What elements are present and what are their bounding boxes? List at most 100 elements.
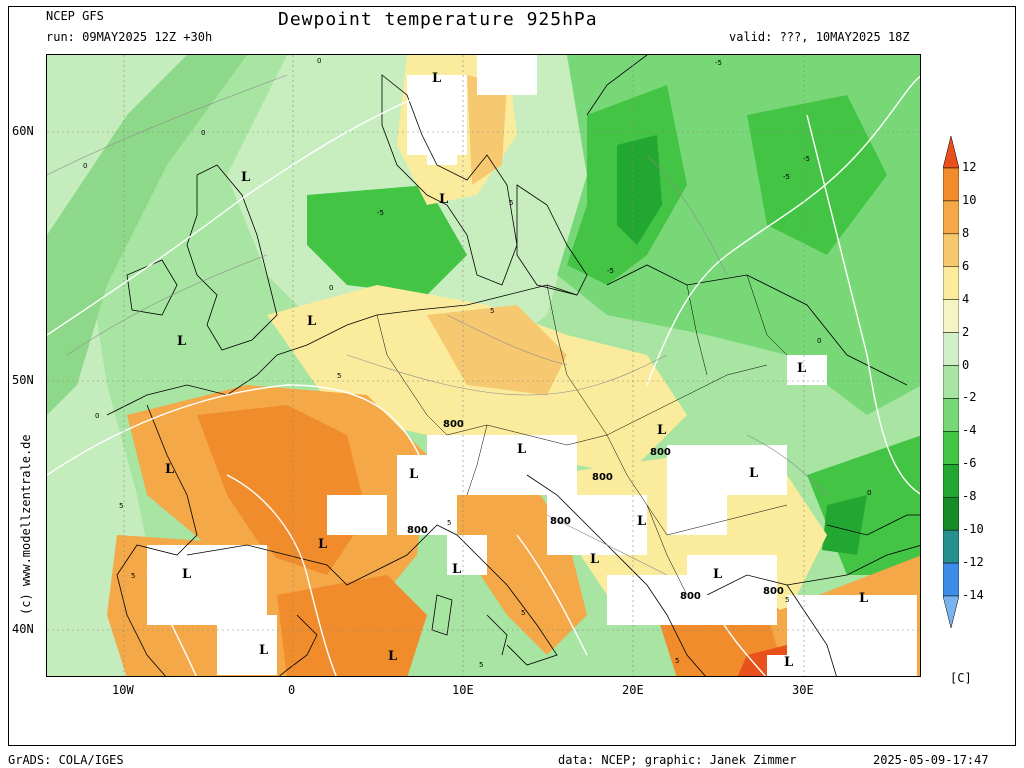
contour-label: -5: [377, 209, 384, 217]
low-label: L: [590, 552, 599, 567]
model-name: NCEP GFS: [46, 9, 104, 23]
low-label: L: [452, 562, 461, 577]
field-central-orange: [427, 305, 567, 395]
field-med-west: [277, 575, 427, 676]
height-label: 800: [443, 419, 464, 430]
footer-middle: data: NCEP; graphic: Janek Zimmer: [558, 753, 797, 767]
colorbar-tick-label: 2: [962, 324, 970, 339]
contour-label: 0: [95, 412, 99, 420]
colorbar-segment: [943, 365, 959, 399]
colorbar-tick-label: 4: [962, 291, 970, 306]
contour-label: 5: [490, 307, 494, 315]
map-title: Dewpoint temperature 925hPa: [278, 9, 598, 30]
figure-frame: [8, 6, 1016, 746]
colorbar-tick-label: 8: [962, 225, 970, 240]
height-labels: 800 800 800 800 800 800 800: [407, 419, 784, 602]
height-label: 800: [680, 591, 701, 602]
colorbar-tick-label: -10: [962, 522, 984, 537]
colorbar-segment: [943, 200, 959, 235]
contour-label: 5: [509, 199, 513, 207]
low-label: L: [177, 334, 186, 349]
height-label: 800: [650, 447, 671, 458]
colorbar: [943, 136, 959, 628]
contour-label: -5: [715, 59, 722, 67]
colorbar-segment: [943, 266, 959, 300]
colorbar-unit: [C]: [950, 671, 972, 685]
borders: [376, 274, 788, 596]
low-label: L: [439, 192, 448, 207]
field-atlantic-band: [47, 55, 247, 415]
colorbar-segment: [943, 299, 959, 333]
colorbar-segment: [943, 233, 959, 268]
colorbar-top-arrow: [943, 136, 959, 169]
low-label: L: [784, 655, 793, 670]
footer-left: GrADS: COLA/IGES: [8, 753, 124, 767]
colorbar-tick-label: -12: [962, 555, 984, 570]
contour-label: 5: [521, 609, 525, 617]
lon-label-10e: 10E: [452, 683, 474, 697]
colorbar-tick-label: 10: [962, 192, 977, 207]
footer-right: 2025-05-09-17:47: [873, 753, 989, 767]
run-info: run: 09MAY2025 12Z +30h: [46, 30, 213, 44]
low-label: L: [409, 467, 418, 482]
low-label: L: [797, 361, 806, 376]
contour-label: -5: [607, 267, 614, 275]
low-label: L: [182, 567, 191, 582]
colorbar-tick-label: 6: [962, 258, 970, 273]
height-label: 800: [592, 472, 613, 483]
contour-label: -5: [803, 155, 810, 163]
colorbar-tick-label: -4: [962, 423, 977, 438]
contour-label: 5: [447, 519, 451, 527]
lon-label-20e: 20E: [622, 683, 644, 697]
contour-label: 5: [337, 372, 341, 380]
low-label: L: [241, 170, 250, 185]
colorbar-tick-label: -2: [962, 390, 977, 405]
lon-label-30e: 30E: [792, 683, 814, 697]
contour-label: 0: [83, 162, 87, 170]
low-label: L: [859, 591, 868, 606]
colorbar-tick-label: 12: [962, 160, 977, 174]
colorbar-tick-label: 0: [962, 357, 970, 372]
low-label: L: [637, 514, 646, 529]
low-labels: L L L L L L L L L L L L L L L L L L L L …: [165, 71, 868, 670]
grid-lines: [47, 55, 920, 676]
colorbar-segment: [943, 167, 959, 202]
height-label: 800: [550, 516, 571, 527]
colorbar-segment: [943, 398, 959, 432]
colorbar-tick-label: -14: [962, 588, 984, 602]
height-label: 800: [763, 586, 784, 597]
colorbar-tick-label: -6: [962, 456, 977, 471]
contour-label: 0: [201, 129, 205, 137]
low-label: L: [749, 466, 758, 481]
contour-label: 0: [817, 337, 821, 345]
colorbar-tick-label: -8: [962, 489, 977, 504]
field-france-core: [197, 405, 367, 575]
grey-contours: [47, 74, 828, 576]
colorbar-segment: [943, 562, 959, 597]
lat-label-50n: 50N: [12, 373, 34, 387]
colorbar-segment: [943, 529, 959, 564]
field-uk-green: [307, 185, 467, 295]
low-label: L: [713, 567, 722, 582]
low-label: L: [388, 649, 397, 664]
lat-label-40n: 40N: [12, 622, 34, 636]
colorbar-segment: [943, 431, 959, 465]
contour-label: 5: [785, 596, 789, 604]
low-label: L: [307, 314, 316, 329]
colorbar-segment: [943, 332, 959, 366]
contour-label: 0: [317, 57, 321, 65]
lon-label-0: 0: [288, 683, 296, 697]
field-e-core: [822, 495, 867, 555]
height-label: 800: [407, 525, 428, 536]
colorbar-segment: [943, 464, 959, 498]
contour-labels: -5 -5 -5 -5 -5 0 0 0 0 0 0 0 5 5 5 5 5 5…: [83, 57, 871, 669]
lat-label-60n: 60N: [12, 124, 34, 138]
low-label: L: [432, 71, 441, 86]
low-label: L: [165, 462, 174, 477]
low-label: L: [318, 537, 327, 552]
dewpoint-map: L L L L L L L L L L L L L L L L L L L L …: [46, 54, 921, 677]
contour-label: 5: [479, 661, 483, 669]
field-ne-dark: [747, 95, 887, 255]
contour-label: -5: [783, 173, 790, 181]
valid-time: valid: ???, 10MAY2025 18Z: [729, 30, 910, 44]
